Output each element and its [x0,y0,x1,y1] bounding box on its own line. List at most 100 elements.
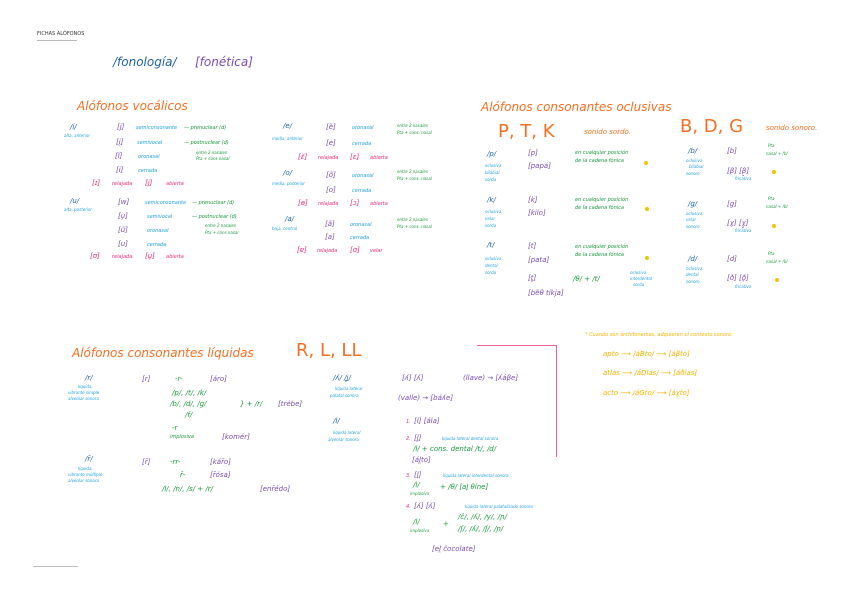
example: (valle) → [báʎe] [398,394,454,402]
phoneme-desc: sonoro [686,279,700,284]
allophone-desc: semiconsonante [145,200,187,206]
allophone-desc: oronasal [352,125,374,131]
phoneme-desc: alveolar sonora [328,437,359,442]
phoneme-desc: vibrante simple [68,390,100,395]
context: — prenuclear (d) [192,200,235,206]
allophone: [u̞] [145,252,155,260]
context: Pta + cons. nasal [397,176,432,181]
allophone: [k] [528,196,538,204]
allophone: [ɑ] [350,246,360,254]
allophone-desc: semivocal [137,140,163,146]
bdg-note: sonido sonoro. [766,124,818,132]
phoneme-desc: velar [485,216,496,221]
allophone-desc: velar [370,248,383,254]
example: [kilo] [528,209,546,217]
allophone-desc: relajada [112,254,133,260]
context: nasal + /b/ [766,151,788,156]
example: [pata] [528,256,550,264]
ptk-heading: P, T, K [498,121,555,142]
allophone: [β] [β̞] [727,167,750,175]
section-title: Alófonos vocálicos [77,99,188,113]
context: entre 2 nasales [397,169,428,174]
context: /θ/ + /t/ [573,275,600,283]
allophone-desc: abierta [166,254,184,260]
phoneme-desc: líquida lateral [335,386,363,391]
allophone-desc: semiconsonante [136,125,178,131]
section-title: Alófonos consonantes líquidas [72,346,254,360]
example: [r̄ósa] [210,471,231,479]
allophone: [õ] [326,171,336,179]
context: entre 2 nasales [196,150,227,155]
fonetica-label: [fonética] [195,55,253,69]
phoneme-p: /p/ [487,150,497,158]
phoneme-d: /d/ [688,255,698,263]
context: /l/ [413,481,420,489]
context: Pta + cons. nasal [397,224,432,229]
phoneme-desc: alta, anterior [64,133,90,138]
star-icon [772,224,776,228]
allophone: [l̪] [414,434,422,442]
allophone-desc: cerrada [138,168,158,174]
allophone: [i] [116,166,124,174]
phoneme-desc: sonoro [686,224,700,229]
phoneme-g: /g/ [688,200,698,208]
rll-heading: R, L, LL [296,340,362,361]
section-title: Alófonos consonantes oclusivas [481,100,672,114]
allophone: [w] [118,198,130,206]
list-number: 2. [406,436,411,442]
context: en cualquier posición [575,197,629,203]
allophone: [j] [117,123,125,131]
context: Pta + cons. nasal [397,130,432,135]
phoneme-e: /e/ [283,122,293,130]
allophone: [p] [528,149,538,157]
allophone: [ʎ] [ʎ] [402,374,424,382]
phoneme-desc: sonoro [686,171,700,176]
allophone: [b] [727,147,737,155]
list-number: 4. [406,504,411,510]
phoneme-desc: oclusiva [686,266,703,271]
context: nasal + /b/ [766,259,788,264]
allophone: [ɪ] [92,179,101,187]
context: — postnuclear (d) [184,140,229,146]
divider-line [556,345,557,457]
allophone: [r̄] [142,458,151,466]
context: de la cadena fónica [575,205,624,211]
header-subtitle [37,40,77,41]
phoneme-desc: bilabial [689,164,704,169]
context: -r [172,424,178,432]
phoneme-desc: bilabial [485,170,500,175]
example: [enr̄édo] [260,485,291,493]
context: /l/ + cons. dental /t/, /d/ [413,445,497,453]
context: -r- [175,375,183,383]
context: Pta [768,251,775,256]
allophone: [ɛ̆] [298,153,308,161]
context: /f/ [185,411,193,419]
context: implosiva [410,491,430,496]
phoneme-desc: media, posterior [272,181,305,186]
allophone-desc: abierta [370,155,388,161]
context: implosiva [170,434,194,440]
star-icon [645,207,649,211]
example: apto ⟶ /áBto/ ⟶ [áβto] [603,350,690,358]
allophone: [i̞] [145,179,153,187]
allophone: [r] [142,375,151,383]
divider-line [477,345,557,346]
allophone: [ɐ] [297,246,307,254]
context: + [443,520,449,528]
phoneme-b: /b/ [688,147,698,155]
allophone-desc: líquida lateral dental sonora [442,436,499,441]
phoneme-r: /r/ [85,374,93,382]
allophone: [d] [727,255,737,263]
phoneme-i: /i/ [70,123,77,131]
allophone: [u̯] [118,212,128,220]
context: Pta [768,196,775,201]
context: r̄- [180,471,186,479]
allophone: [l̟] [414,471,422,479]
example: [áro] [210,375,227,383]
allophone: [ɣ] [ɣ̞] [727,219,749,227]
allophone-desc: cerrada [147,242,167,248]
allophone-desc: abierta [370,201,388,207]
header-title: FICHAS ALÓFONOS [37,31,85,37]
context: /ĉ/, /ʎ/, /y/, /ɲ/ [458,513,507,521]
allophone: [ɔ] [350,199,360,207]
